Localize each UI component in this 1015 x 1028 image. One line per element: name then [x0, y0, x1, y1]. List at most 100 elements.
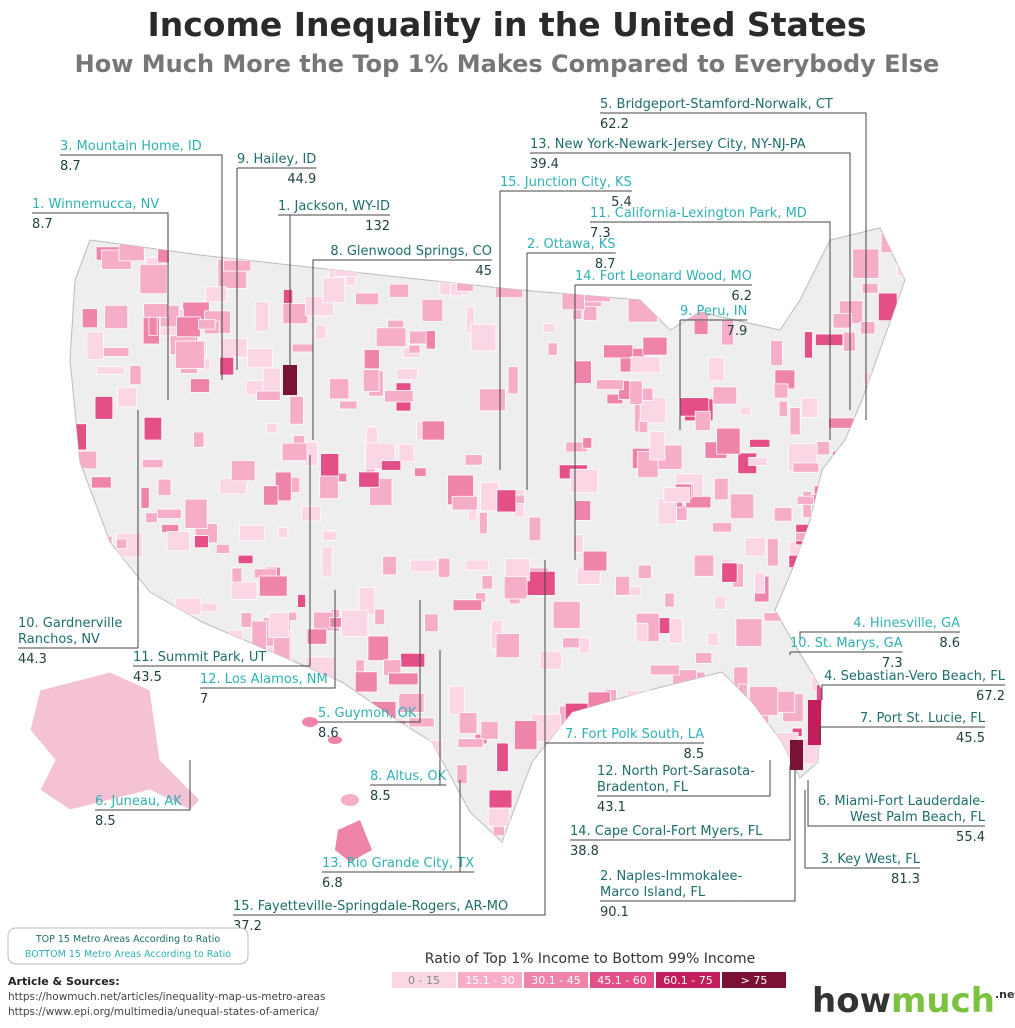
metro-patch	[861, 283, 879, 294]
metro-patch	[778, 400, 788, 417]
metro-patch	[409, 330, 428, 345]
legend-label: > 75	[741, 974, 768, 987]
leader-line	[805, 152, 851, 410]
callout-value: 90.1	[600, 905, 629, 920]
title: Income Inequality in the United States	[147, 5, 866, 44]
callout: 8. Altus, OK 8.5	[370, 650, 447, 804]
callout-name: 15. Fayetteville-Springdale-Rogers, AR-M…	[233, 899, 508, 914]
callout-name: 11. California-Lexington Park, MD	[590, 206, 807, 221]
leader-line	[159, 212, 169, 400]
leader-line	[439, 650, 447, 786]
metro-patch	[815, 333, 844, 346]
metro-patch	[487, 807, 510, 827]
metro-patch	[189, 378, 211, 393]
logo-part: much	[891, 981, 995, 1021]
callout: 6. Miami-Fort Lauderdale-West Palm Beach…	[807, 780, 986, 845]
metro-patch	[193, 431, 205, 448]
callout-value: 8.5	[683, 747, 704, 762]
callout: 11. Summit Park, UT 43.5	[133, 455, 311, 685]
callout: 4. Sebastian-Vero Beach, FL 67.2	[821, 669, 1006, 704]
leader-line	[181, 760, 191, 811]
callout-name: 13. New York-Newark-Jersey City, NY-NJ-P…	[530, 137, 806, 152]
callout-name: 13. Rio Grande City, TX	[322, 856, 474, 871]
callout: 6. Juneau, AK 8.5	[95, 760, 191, 829]
leader-line	[122, 410, 139, 649]
metro-patch	[166, 531, 190, 552]
metro-patch	[827, 417, 855, 429]
callout: 14. Cape Coral-Fort Myers, FL 38.8	[570, 765, 791, 859]
callout-value: 6.2	[731, 289, 752, 304]
callout: 13. New York-Newark-Jersey City, NY-NJ-P…	[530, 137, 851, 410]
callout-value: 44.9	[287, 172, 316, 187]
callout: 5. Guymon, OK 8.6	[318, 600, 421, 741]
metro-patch	[721, 562, 738, 583]
callout-name: 3. Mountain Home, ID	[60, 139, 202, 154]
callout-value: 7.3	[882, 656, 903, 671]
metro-patch	[552, 600, 581, 629]
metro-patch	[574, 360, 592, 384]
callout-name: Bradenton, FL	[597, 780, 689, 795]
metro-patch	[542, 323, 557, 333]
callout-value: 39.4	[530, 157, 559, 172]
metro-patch	[649, 664, 681, 676]
metro-patch	[572, 534, 584, 553]
metro-patch	[458, 712, 478, 734]
metro-patch	[573, 500, 592, 521]
leader-line	[742, 770, 796, 902]
metro-patch	[693, 554, 715, 577]
metro-patch	[457, 738, 484, 749]
callout-name: 15. Junction City, KS	[500, 175, 632, 190]
callout-value: 5.4	[611, 195, 632, 210]
legend-swatch	[722, 972, 786, 988]
metro-patch	[480, 481, 500, 512]
leader-line	[832, 112, 867, 420]
metro-patch	[496, 489, 517, 513]
metro-patch	[388, 283, 410, 298]
legend-swatch	[656, 972, 720, 988]
key-top: TOP 15 Metro Areas According to Ratio	[35, 934, 220, 945]
source-link[interactable]: https://howmuch.net/articles/inequality-…	[8, 991, 325, 1003]
key-frame	[7, 927, 249, 965]
callout: 1. Jackson, WY-ID 132	[277, 199, 390, 370]
hawaii-island	[335, 820, 372, 862]
metro-patch	[321, 546, 333, 577]
metro-patch	[481, 575, 493, 590]
metro-patch	[789, 407, 801, 436]
callout-value: 81.3	[891, 872, 920, 887]
metro-patch	[792, 462, 820, 473]
metro-patch	[240, 612, 253, 628]
callout-name: 9. Hailey, ID	[237, 152, 316, 167]
leader-line	[806, 221, 831, 440]
metro-patch	[713, 477, 729, 501]
metro-patch	[174, 340, 205, 369]
metro-patch	[143, 416, 163, 441]
callout-name: 12. Los Alamos, NM	[200, 672, 328, 687]
callout: 9. Hailey, ID 44.9	[236, 152, 317, 370]
callout-name: 10. St. Marys, GA	[790, 636, 903, 651]
metro-patch	[603, 344, 634, 359]
metro-patch	[408, 344, 421, 354]
metro-patch	[465, 559, 490, 571]
source-link[interactable]: https://www.epi.org/multimedia/unequal-s…	[8, 1006, 319, 1018]
legend: Ratio of Top 1% Income to Bottom 99% Inc…	[392, 951, 786, 988]
callout: 8. Glenwood Springs, CO 45	[312, 244, 492, 440]
callout-name: 7. Fort Polk South, LA	[565, 727, 704, 742]
callout: 2. Ottawa, KS 8.7	[526, 237, 616, 490]
callout-value: 8.5	[370, 789, 391, 804]
callout-name: 6. Juneau, AK	[95, 794, 182, 809]
callout-value: 43.1	[597, 800, 626, 815]
metro-patch	[382, 555, 397, 576]
callout-name: 10. Gardnerville	[18, 616, 122, 631]
callout: 5. Bridgeport-Stamford-Norwalk, CT 62.2	[600, 97, 867, 420]
metro-patch	[374, 608, 386, 626]
callout-value: 6.8	[322, 876, 343, 891]
metro-patch	[478, 511, 488, 535]
metro-patch	[157, 478, 172, 497]
callout-value: 8.7	[60, 159, 81, 174]
legend-label: 45.1 - 60	[597, 974, 646, 987]
metro-patch	[448, 685, 466, 715]
metro-patch	[801, 397, 819, 418]
metro-patch	[398, 692, 425, 713]
metro-patch	[773, 507, 793, 522]
metro-patch	[329, 378, 350, 400]
